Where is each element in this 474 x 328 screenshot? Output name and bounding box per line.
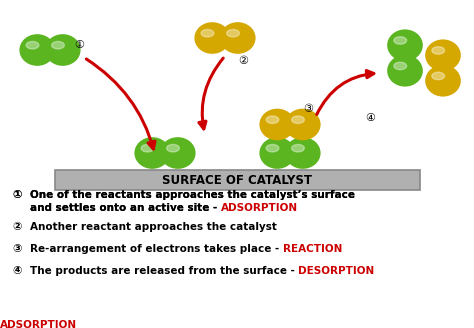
Ellipse shape [227, 30, 239, 37]
Ellipse shape [52, 41, 64, 49]
Text: ②: ② [238, 55, 248, 66]
Text: ①: ① [12, 190, 21, 200]
Ellipse shape [266, 116, 279, 123]
Text: REACTION: REACTION [283, 244, 342, 254]
Ellipse shape [221, 23, 255, 53]
Text: ②: ② [12, 222, 21, 232]
FancyBboxPatch shape [55, 170, 420, 190]
Ellipse shape [286, 110, 320, 139]
Ellipse shape [141, 144, 154, 152]
Text: and settles onto an active site -: and settles onto an active site - [30, 203, 221, 213]
Text: ADSORPTION: ADSORPTION [221, 203, 298, 213]
Ellipse shape [432, 47, 445, 54]
Text: Another reactant approaches the catalyst: Another reactant approaches the catalyst [30, 222, 277, 232]
Text: One of the reactants approaches the catalyst’s surface: One of the reactants approaches the cata… [30, 190, 355, 200]
FancyArrowPatch shape [199, 58, 223, 129]
Text: The products are released from the surface -: The products are released from the surfa… [30, 266, 299, 276]
Text: Re-arrangement of electrons takes place -: Re-arrangement of electrons takes place … [30, 244, 283, 254]
FancyArrowPatch shape [317, 71, 374, 114]
Ellipse shape [266, 144, 279, 152]
Ellipse shape [46, 35, 80, 65]
Ellipse shape [426, 40, 460, 70]
Ellipse shape [260, 138, 294, 168]
Text: ③: ③ [12, 244, 21, 254]
Text: SURFACE OF CATALYST: SURFACE OF CATALYST [163, 174, 312, 187]
Ellipse shape [394, 62, 407, 70]
Text: ADSORPTION: ADSORPTION [0, 320, 77, 328]
Ellipse shape [286, 138, 320, 168]
Ellipse shape [432, 72, 445, 80]
Ellipse shape [167, 144, 179, 152]
Text: ④: ④ [12, 266, 21, 276]
Ellipse shape [388, 56, 422, 86]
FancyArrowPatch shape [86, 59, 155, 149]
Ellipse shape [20, 35, 54, 65]
Text: and settles onto an active site -: and settles onto an active site - [30, 203, 221, 213]
Ellipse shape [260, 110, 294, 139]
Ellipse shape [161, 138, 195, 168]
Ellipse shape [135, 138, 169, 168]
Text: DESORPTION: DESORPTION [299, 266, 375, 276]
Text: ④: ④ [365, 113, 375, 123]
Ellipse shape [201, 30, 214, 37]
Text: ③: ③ [304, 104, 314, 114]
Ellipse shape [292, 116, 304, 123]
Ellipse shape [394, 37, 407, 44]
Text: ①: ① [12, 190, 21, 200]
Ellipse shape [26, 41, 39, 49]
Ellipse shape [292, 144, 304, 152]
Text: One of the reactants approaches the catalyst’s surface: One of the reactants approaches the cata… [30, 190, 355, 200]
Ellipse shape [195, 23, 229, 53]
Ellipse shape [426, 66, 460, 96]
Text: ①: ① [74, 40, 84, 50]
Ellipse shape [388, 30, 422, 60]
